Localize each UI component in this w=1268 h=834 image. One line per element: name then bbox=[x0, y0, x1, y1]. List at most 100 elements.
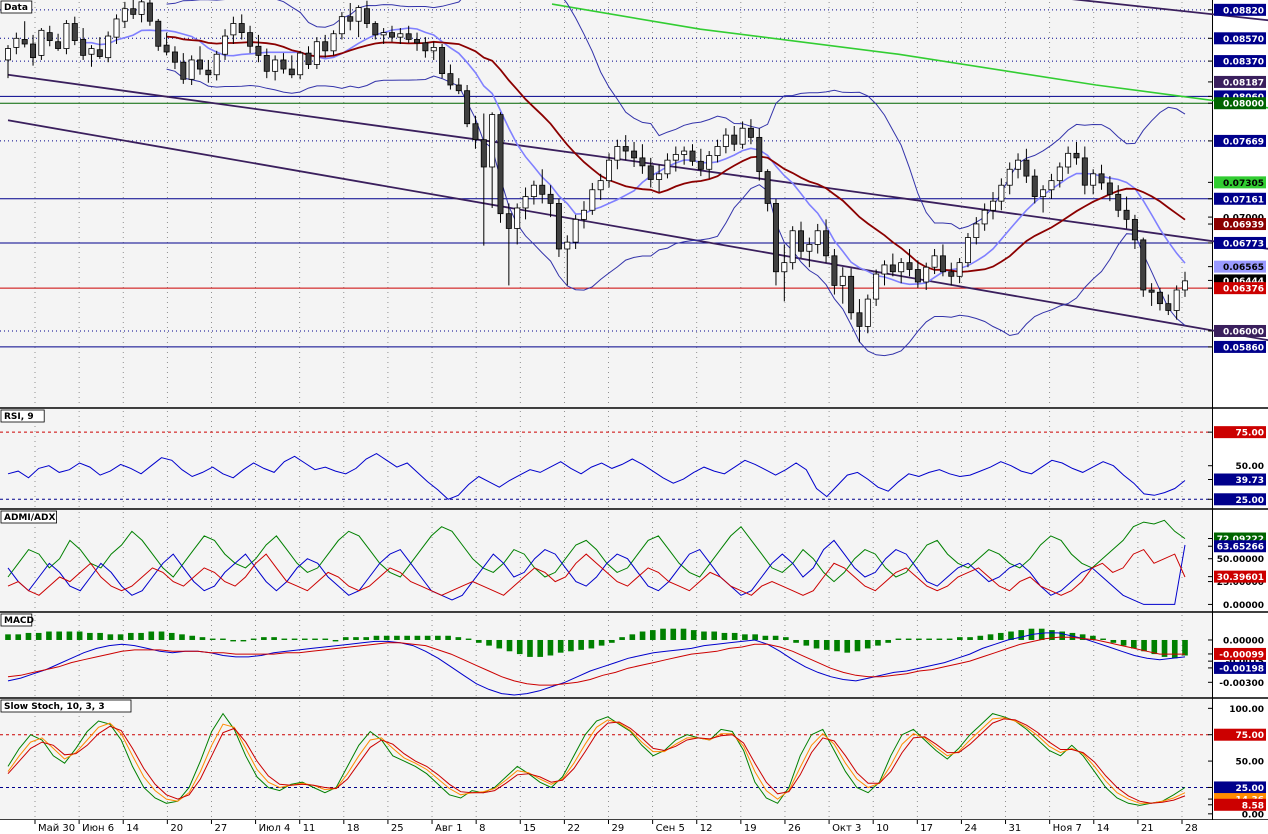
price-tag-box bbox=[1214, 218, 1266, 231]
candle bbox=[1131, 218, 1138, 241]
candle bbox=[497, 114, 504, 215]
candle bbox=[990, 200, 996, 211]
macd-histogram-bar bbox=[946, 638, 953, 640]
candle bbox=[88, 48, 95, 55]
current-value-tag-box bbox=[1214, 647, 1266, 660]
macd-histogram-bar bbox=[220, 638, 226, 640]
x-axis-label: 20 bbox=[170, 823, 183, 834]
macd-histogram-bar bbox=[25, 632, 32, 640]
candle bbox=[973, 223, 980, 238]
candle bbox=[530, 184, 537, 197]
bollinger-lower bbox=[166, 68, 1186, 357]
candle bbox=[914, 269, 921, 283]
price-tag-box bbox=[1214, 75, 1266, 88]
level-tag: 0.00000 bbox=[1223, 601, 1264, 611]
x-axis-label: 24 bbox=[964, 823, 977, 834]
current-value-tag-box bbox=[1214, 570, 1266, 583]
macd-histogram-bar bbox=[199, 637, 206, 640]
macd-histogram-bar bbox=[885, 639, 892, 643]
panel-title-price: Data bbox=[4, 3, 28, 13]
current-value-tag: 39.73 bbox=[1236, 476, 1264, 486]
candle bbox=[806, 244, 813, 252]
candle bbox=[856, 312, 863, 327]
macd-histogram-bar bbox=[404, 635, 410, 640]
current-value-tag: 8.58 bbox=[1242, 801, 1264, 811]
candle bbox=[313, 41, 320, 65]
candle bbox=[772, 203, 779, 273]
candle bbox=[105, 35, 112, 59]
candle bbox=[213, 53, 220, 76]
macd-histogram-bar bbox=[56, 631, 62, 640]
candle bbox=[848, 275, 855, 314]
adx-series-line bbox=[7, 519, 1186, 583]
macd-histogram-bar bbox=[834, 639, 840, 652]
candle bbox=[255, 45, 262, 56]
candle bbox=[480, 139, 487, 168]
candle bbox=[489, 114, 496, 168]
macd-histogram-bar bbox=[138, 632, 144, 640]
candle bbox=[372, 23, 379, 36]
candle bbox=[430, 47, 437, 52]
macd-histogram-bar bbox=[158, 631, 165, 640]
adx-series-line bbox=[7, 539, 1186, 605]
macd-histogram-bar bbox=[261, 637, 267, 640]
candle bbox=[30, 43, 37, 59]
candle bbox=[155, 20, 162, 47]
macd-histogram-bar bbox=[987, 634, 994, 640]
macd-histogram-bar bbox=[803, 639, 810, 646]
macd-histogram-bar bbox=[997, 632, 1004, 640]
price-tag: 0.06773 bbox=[1223, 239, 1264, 249]
level-tag: 75.00 bbox=[1236, 429, 1264, 439]
x-axis-label: 11 bbox=[303, 823, 316, 834]
macd-histogram-bar bbox=[332, 639, 339, 642]
candle bbox=[1173, 289, 1180, 311]
level-tag: 0.00000 bbox=[1223, 636, 1264, 646]
price-tag: 0.08820 bbox=[1223, 6, 1264, 16]
candle bbox=[355, 7, 362, 22]
grid-lines bbox=[0, 2, 1212, 818]
panel-title-stoch-box bbox=[0, 699, 132, 713]
macd-histogram-bar bbox=[731, 632, 738, 640]
stoch-series-line bbox=[7, 712, 1186, 806]
x-axis-label: 10 bbox=[876, 823, 889, 834]
macd-histogram-bar bbox=[875, 639, 881, 646]
candle bbox=[414, 39, 421, 44]
macd-histogram-bar bbox=[1110, 639, 1117, 643]
price-tag: 0.08370 bbox=[1223, 58, 1264, 68]
candle bbox=[731, 134, 738, 145]
panel-bg-rsi bbox=[0, 409, 1212, 509]
price-tag-box bbox=[1214, 260, 1266, 273]
candle bbox=[1148, 289, 1155, 293]
macd-histogram-bar bbox=[1131, 639, 1137, 649]
candle bbox=[464, 90, 471, 125]
x-axis-label: 17 bbox=[920, 823, 933, 834]
candle bbox=[1182, 280, 1188, 291]
panel-title-adx-box bbox=[0, 510, 57, 524]
level-tag-box bbox=[1214, 728, 1266, 741]
macd-histogram-bar bbox=[568, 639, 574, 652]
candle bbox=[263, 54, 270, 72]
x-axis-label: Июн 6 bbox=[82, 823, 114, 834]
candle bbox=[756, 136, 763, 172]
macd-histogram-bar bbox=[322, 638, 329, 640]
price-tag-box bbox=[1214, 55, 1266, 68]
candle bbox=[781, 262, 788, 273]
x-axis-label: 28 bbox=[1185, 823, 1198, 834]
macd-histogram-bar bbox=[424, 635, 431, 640]
price-tag-box bbox=[1214, 282, 1266, 295]
candle bbox=[322, 41, 329, 52]
macd-histogram-bar bbox=[926, 638, 932, 640]
rsi-series-line bbox=[7, 453, 1186, 500]
macd-histogram-bar bbox=[823, 639, 830, 650]
candle bbox=[939, 255, 946, 273]
x-axis-label: 22 bbox=[567, 823, 580, 834]
current-value-tag: -0.00099 bbox=[1219, 650, 1264, 660]
candle bbox=[1081, 157, 1088, 186]
macd-histogram-bar bbox=[455, 637, 462, 640]
macd-histogram-bar bbox=[742, 634, 748, 640]
macd-histogram-bar bbox=[97, 632, 103, 640]
macd-histogram-bar bbox=[588, 639, 595, 649]
candle bbox=[113, 18, 120, 38]
x-axis-label: Окт 3 bbox=[832, 823, 861, 834]
macd-histogram-bar bbox=[619, 637, 625, 640]
